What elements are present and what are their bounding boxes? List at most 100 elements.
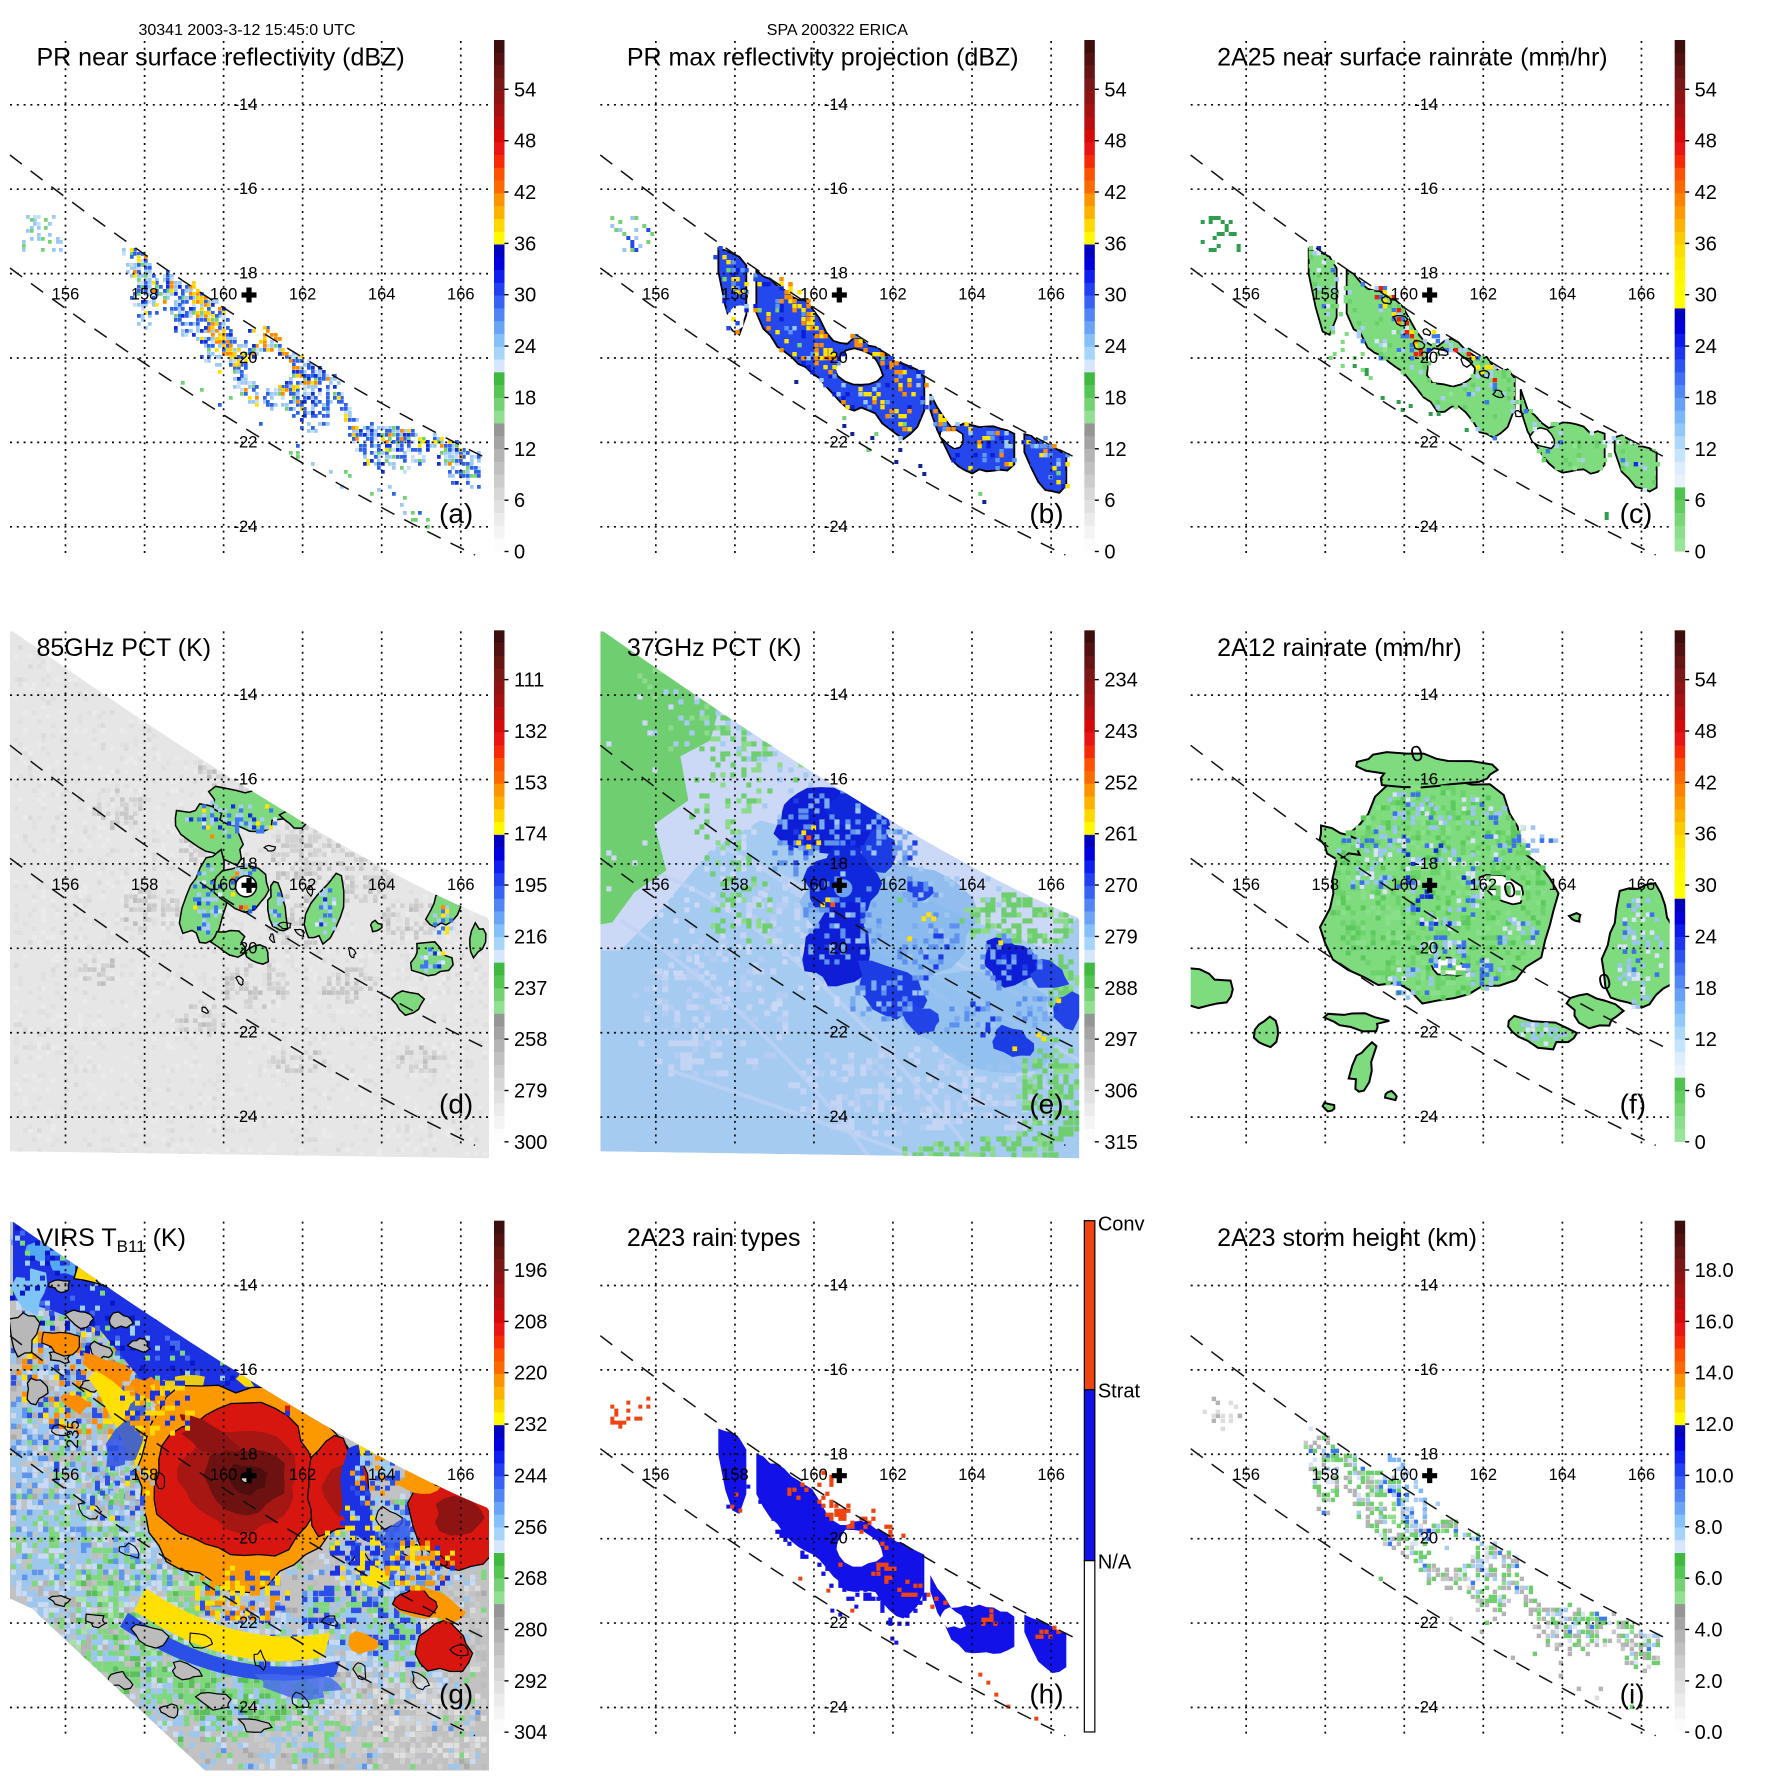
svg-text:195: 195 (514, 875, 547, 897)
svg-text:-20: -20 (234, 349, 258, 367)
svg-text:162: 162 (289, 1466, 317, 1484)
svg-text:258: 258 (514, 1029, 547, 1051)
svg-text:36: 36 (514, 233, 536, 255)
svg-text:-14: -14 (824, 96, 848, 114)
svg-text:-16: -16 (234, 180, 258, 198)
svg-text:12: 12 (514, 439, 536, 461)
svg-text:300: 300 (514, 1132, 547, 1154)
svg-text:2A25 near surface rainrate (mm: 2A25 near surface rainrate (mm/hr) (1217, 44, 1607, 72)
svg-text:-16: -16 (824, 180, 848, 198)
svg-text:166: 166 (1628, 286, 1656, 304)
svg-text:24: 24 (1104, 336, 1126, 358)
svg-text:-16: -16 (824, 771, 848, 789)
svg-text:85GHz PCT (K): 85GHz PCT (K) (37, 634, 212, 662)
svg-text:36: 36 (1695, 233, 1717, 255)
svg-text:-20: -20 (824, 1530, 848, 1548)
svg-text:-24: -24 (824, 1698, 848, 1716)
svg-text:-24: -24 (234, 518, 258, 536)
svg-text:-24: -24 (234, 1698, 258, 1716)
svg-text:-18: -18 (824, 855, 848, 873)
svg-text:-14: -14 (824, 686, 848, 704)
svg-text:156: 156 (1232, 1466, 1260, 1484)
svg-text:164: 164 (368, 876, 396, 894)
svg-text:-16: -16 (1414, 771, 1438, 789)
svg-text:30: 30 (1104, 285, 1126, 307)
svg-text:-18: -18 (824, 265, 848, 283)
svg-text:268: 268 (514, 1568, 547, 1590)
svg-text:-14: -14 (234, 1276, 258, 1294)
svg-text:0: 0 (1104, 542, 1115, 564)
svg-text:0: 0 (1408, 740, 1426, 767)
svg-text:196: 196 (514, 1260, 547, 1282)
svg-text:6.0: 6.0 (1695, 1568, 1723, 1590)
svg-text:158: 158 (131, 286, 159, 304)
svg-text:164: 164 (958, 286, 986, 304)
svg-text:237: 237 (514, 978, 547, 1000)
svg-text:-20: -20 (824, 939, 848, 957)
svg-text:0: 0 (1501, 876, 1519, 903)
svg-text:160: 160 (210, 1466, 238, 1484)
svg-text:PR near surface reflectivity (: PR near surface reflectivity (dBZ) (37, 44, 405, 72)
svg-text:243: 243 (1104, 721, 1137, 743)
svg-text:-16: -16 (234, 1361, 258, 1379)
svg-text:4.0: 4.0 (1695, 1619, 1723, 1641)
svg-text:156: 156 (642, 286, 670, 304)
svg-text:-18: -18 (824, 1445, 848, 1463)
svg-text:162: 162 (1470, 1466, 1498, 1484)
svg-text:18: 18 (514, 388, 536, 410)
svg-text:164: 164 (1549, 286, 1577, 304)
svg-text:164: 164 (958, 876, 986, 894)
svg-text:-20: -20 (1414, 1530, 1438, 1548)
svg-text:54: 54 (1695, 670, 1717, 692)
svg-text:2A12 rainrate (mm/hr): 2A12 rainrate (mm/hr) (1217, 634, 1462, 662)
svg-text:164: 164 (958, 1466, 986, 1484)
svg-text:156: 156 (1232, 876, 1260, 894)
svg-text:158: 158 (721, 1466, 749, 1484)
svg-text:-16: -16 (1414, 1361, 1438, 1379)
svg-text:54: 54 (1695, 79, 1717, 101)
svg-text:270: 270 (1104, 875, 1137, 897)
svg-text:158: 158 (721, 876, 749, 894)
svg-text:160: 160 (800, 286, 828, 304)
svg-text:6: 6 (1104, 490, 1115, 512)
svg-text:256: 256 (514, 1517, 547, 1539)
svg-text:16.0: 16.0 (1695, 1311, 1734, 1333)
svg-text:18: 18 (1695, 978, 1717, 1000)
svg-text:-14: -14 (234, 686, 258, 704)
svg-text:-16: -16 (1414, 180, 1438, 198)
svg-text:VIRS TB11 (K): VIRS TB11 (K) (37, 1224, 186, 1256)
svg-text:232: 232 (514, 1414, 547, 1436)
svg-text:162: 162 (879, 876, 907, 894)
svg-text:111: 111 (514, 670, 544, 692)
svg-text:6: 6 (1695, 1081, 1706, 1103)
svg-text:0: 0 (1695, 542, 1706, 564)
svg-text:36: 36 (1104, 233, 1126, 255)
svg-text:6: 6 (1695, 490, 1706, 512)
svg-text:54: 54 (514, 79, 536, 101)
svg-text:37GHz PCT (K): 37GHz PCT (K) (627, 634, 802, 662)
svg-text:158: 158 (1312, 286, 1340, 304)
svg-text:-20: -20 (824, 349, 848, 367)
svg-text:-20: -20 (234, 1530, 258, 1548)
svg-text:156: 156 (52, 1466, 80, 1484)
svg-text:-24: -24 (234, 1108, 258, 1126)
svg-text:18.0: 18.0 (1695, 1260, 1734, 1282)
svg-text:162: 162 (879, 286, 907, 304)
svg-text:-24: -24 (1414, 518, 1438, 536)
svg-text:158: 158 (721, 286, 749, 304)
svg-text:-14: -14 (1414, 96, 1438, 114)
svg-text:-18: -18 (234, 1445, 258, 1463)
svg-text:-14: -14 (234, 96, 258, 114)
svg-text:18: 18 (1104, 388, 1126, 410)
svg-text:48: 48 (1695, 131, 1717, 153)
svg-text:(f): (f) (1620, 1088, 1646, 1119)
svg-text:Conv: Conv (1098, 1214, 1145, 1236)
svg-text:30: 30 (514, 285, 536, 307)
svg-text:42: 42 (514, 182, 536, 204)
svg-text:10.0: 10.0 (1695, 1465, 1734, 1487)
svg-text:30: 30 (1695, 285, 1717, 307)
svg-text:(e): (e) (1029, 1088, 1063, 1119)
svg-text:(b): (b) (1029, 498, 1063, 529)
svg-text:48: 48 (514, 131, 536, 153)
svg-text:-18: -18 (234, 855, 258, 873)
